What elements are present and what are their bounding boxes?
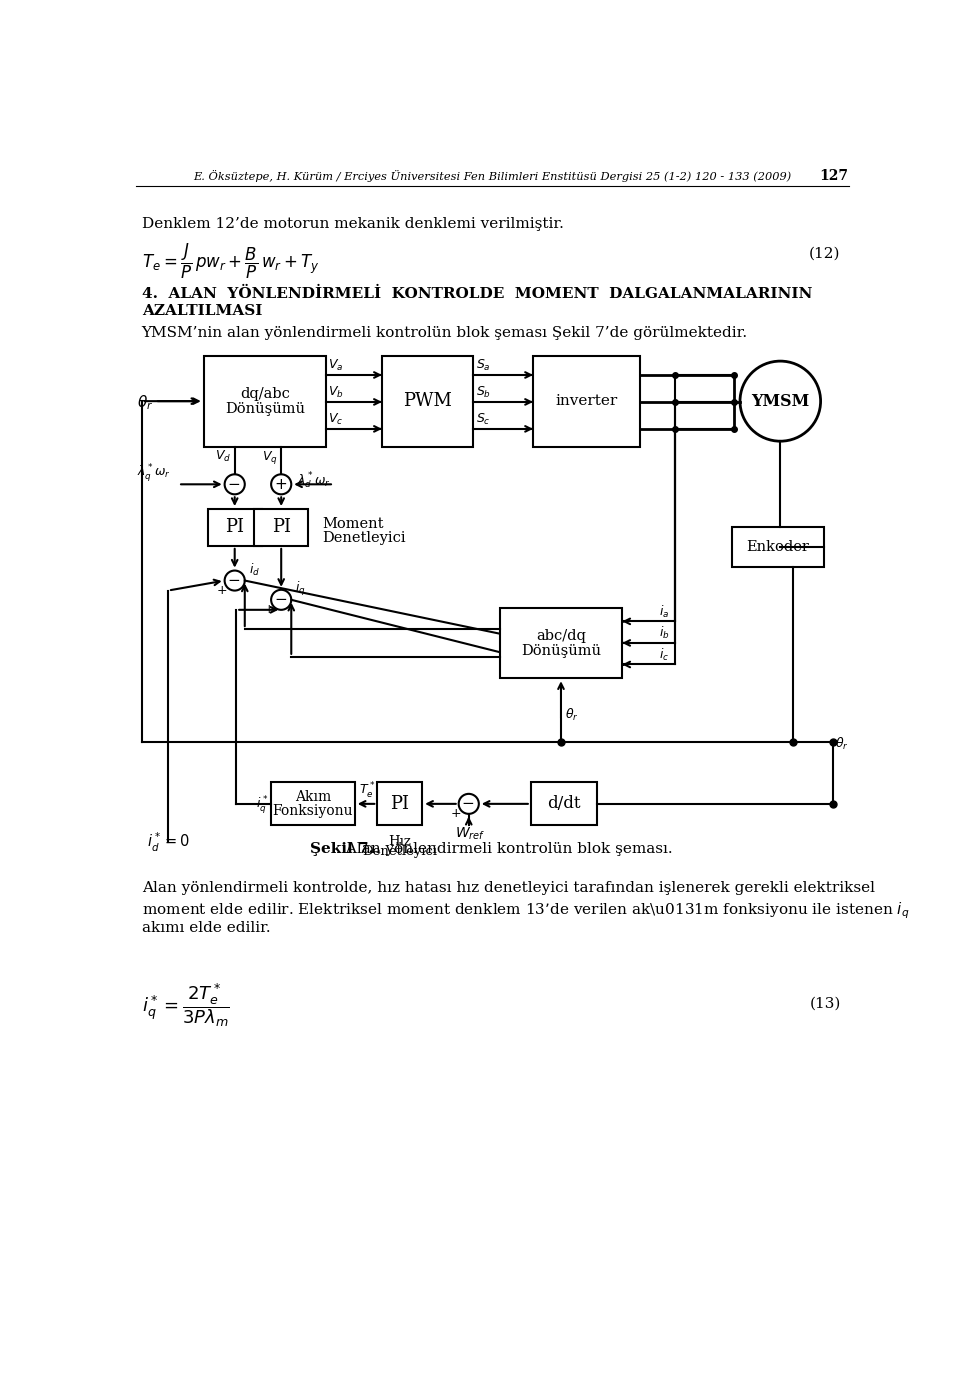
Text: $V_a$: $V_a$ bbox=[328, 358, 344, 373]
FancyBboxPatch shape bbox=[254, 509, 308, 546]
Text: d/dt: d/dt bbox=[547, 795, 581, 813]
Text: $S_c$: $S_c$ bbox=[476, 412, 491, 427]
Text: $\lambda_d^*\omega_r$: $\lambda_d^*\omega_r$ bbox=[297, 471, 330, 490]
Text: Enkoder: Enkoder bbox=[747, 540, 809, 553]
Text: $\theta_r$: $\theta_r$ bbox=[564, 707, 579, 724]
Text: $i_q^*$: $i_q^*$ bbox=[256, 795, 269, 817]
Text: −: − bbox=[462, 796, 474, 811]
Text: $i_b$: $i_b$ bbox=[660, 625, 670, 641]
Text: $\lambda_q^*\omega_r$: $\lambda_q^*\omega_r$ bbox=[137, 461, 171, 483]
FancyBboxPatch shape bbox=[732, 527, 824, 567]
Text: 127: 127 bbox=[820, 169, 849, 184]
Text: E. Öksüztepe, H. Kürüm / Erciyes Üniversitesi Fen Bilimleri Enstitüsü Dergisi 25: E. Öksüztepe, H. Kürüm / Erciyes Ünivers… bbox=[193, 170, 791, 183]
FancyBboxPatch shape bbox=[377, 783, 422, 825]
Text: 4.  ALAN  YÖNLENDİRMELİ  KONTROLDE  MOMENT  DALGALANMALARININ: 4. ALAN YÖNLENDİRMELİ KONTROLDE MOMENT D… bbox=[142, 287, 812, 301]
Text: $\theta_r$: $\theta_r$ bbox=[834, 736, 849, 752]
Text: $i_q$: $i_q$ bbox=[295, 579, 306, 599]
Text: Alan yönlendirmeli kontrolün blok şeması.: Alan yönlendirmeli kontrolün blok şeması… bbox=[341, 843, 673, 857]
FancyBboxPatch shape bbox=[207, 509, 262, 546]
Text: PWM: PWM bbox=[403, 393, 452, 411]
Text: +: + bbox=[263, 603, 275, 616]
Text: $i_q^* = \dfrac{2T_e^*}{3P\lambda_m}$: $i_q^* = \dfrac{2T_e^*}{3P\lambda_m}$ bbox=[142, 980, 229, 1028]
Text: $V_q$: $V_q$ bbox=[262, 449, 278, 465]
Text: (12): (12) bbox=[809, 246, 841, 261]
FancyBboxPatch shape bbox=[271, 783, 355, 825]
Text: +: + bbox=[217, 584, 228, 597]
Text: akımı elde edilir.: akımı elde edilir. bbox=[142, 921, 271, 935]
Text: Denetleyici: Denetleyici bbox=[362, 846, 437, 858]
Text: PI: PI bbox=[391, 795, 409, 813]
Text: +: + bbox=[451, 807, 462, 821]
Text: $S_a$: $S_a$ bbox=[476, 358, 491, 373]
Text: PI: PI bbox=[226, 519, 244, 537]
Text: $i_d^*=0$: $i_d^*=0$ bbox=[147, 831, 190, 854]
FancyBboxPatch shape bbox=[531, 783, 596, 825]
Text: −: − bbox=[274, 592, 287, 607]
Text: abc/dq: abc/dq bbox=[536, 629, 586, 643]
FancyBboxPatch shape bbox=[382, 356, 473, 446]
Text: AZALTILMASI: AZALTILMASI bbox=[142, 305, 262, 319]
Text: $i_c$: $i_c$ bbox=[660, 647, 669, 663]
Text: Denetleyici: Denetleyici bbox=[323, 530, 406, 545]
Text: Moment: Moment bbox=[323, 516, 384, 530]
Text: $S_b$: $S_b$ bbox=[476, 386, 491, 401]
Text: $T_e^*$: $T_e^*$ bbox=[359, 781, 375, 800]
Text: $i_d$: $i_d$ bbox=[249, 562, 260, 578]
Text: $W_{ref}$: $W_{ref}$ bbox=[455, 825, 486, 842]
Text: moment elde edilir. Elektriksel moment denklem 13’de verilen ak\u0131m fonksiyon: moment elde edilir. Elektriksel moment d… bbox=[142, 901, 909, 921]
Text: inverter: inverter bbox=[556, 394, 617, 408]
Text: +: + bbox=[274, 476, 287, 492]
Text: Akım: Akım bbox=[295, 789, 331, 805]
Text: Denklem 12’de motorun mekanik denklemi verilmiştir.: Denklem 12’de motorun mekanik denklemi v… bbox=[142, 217, 564, 231]
Text: Alan yönlendirmeli kontrolde, hız hatası hız denetleyici tarafından işlenerek ge: Alan yönlendirmeli kontrolde, hız hatası… bbox=[142, 881, 875, 895]
Text: Dönüşümü: Dönüşümü bbox=[225, 402, 305, 416]
Text: Şekil 7.: Şekil 7. bbox=[310, 843, 373, 857]
Text: −: − bbox=[228, 573, 240, 588]
Text: Dönüşümü: Dönüşümü bbox=[521, 644, 601, 658]
Text: Hız: Hız bbox=[389, 835, 411, 847]
Text: PI: PI bbox=[272, 519, 291, 537]
Text: Fonksiyonu: Fonksiyonu bbox=[273, 803, 353, 818]
Text: −: − bbox=[228, 476, 240, 492]
Text: YMSM: YMSM bbox=[751, 393, 809, 409]
FancyBboxPatch shape bbox=[500, 607, 622, 678]
Text: $V_d$: $V_d$ bbox=[215, 449, 231, 464]
FancyBboxPatch shape bbox=[533, 356, 640, 446]
Text: $T_e = \dfrac{J}{P}\,pw_r + \dfrac{B}{P}\,w_r + T_y$: $T_e = \dfrac{J}{P}\,pw_r + \dfrac{B}{P}… bbox=[142, 242, 320, 281]
Text: $i_a$: $i_a$ bbox=[660, 604, 670, 619]
Text: dq/abc: dq/abc bbox=[240, 387, 290, 401]
FancyBboxPatch shape bbox=[204, 356, 326, 446]
Text: $V_b$: $V_b$ bbox=[328, 386, 345, 401]
Text: YMSM’nin alan yönlendirmeli kontrolün blok şeması Şekil 7’de görülmektedir.: YMSM’nin alan yönlendirmeli kontrolün bl… bbox=[142, 327, 748, 341]
Text: $\theta_r$: $\theta_r$ bbox=[137, 393, 154, 412]
Text: (13): (13) bbox=[809, 997, 841, 1011]
Text: $V_c$: $V_c$ bbox=[328, 412, 344, 427]
